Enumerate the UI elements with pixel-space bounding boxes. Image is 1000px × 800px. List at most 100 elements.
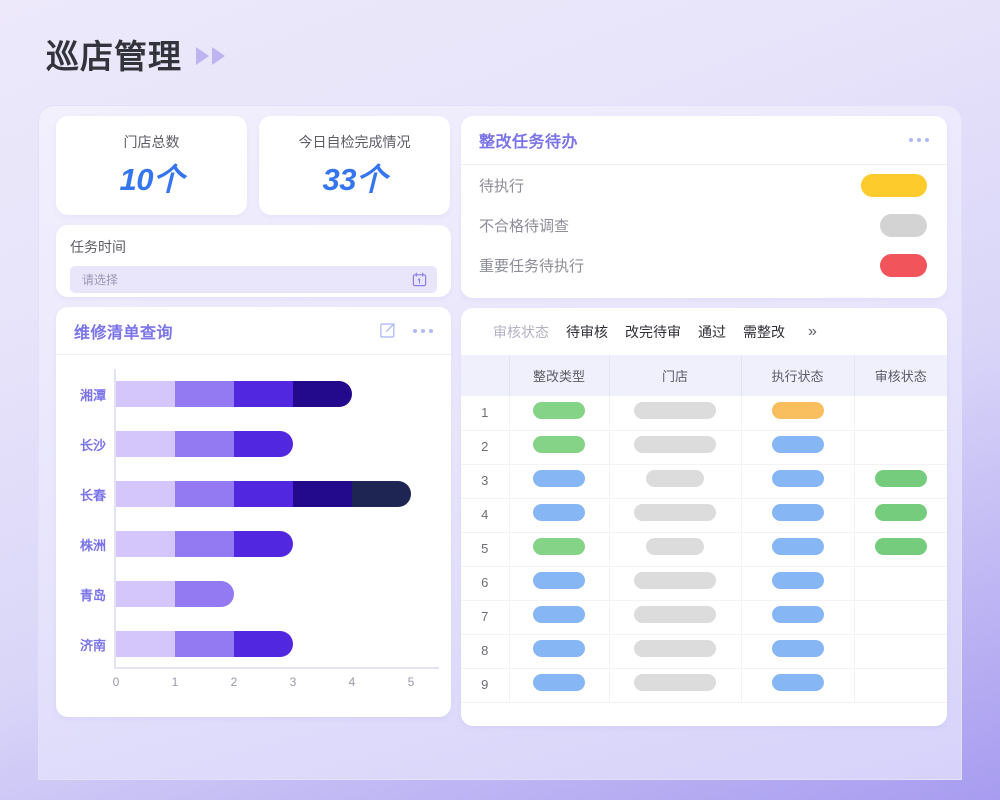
filter-tab-fixed-pending[interactable]: 改完待审	[625, 323, 681, 340]
bar-segment	[116, 631, 175, 657]
table-cell-rectify-type	[509, 668, 610, 703]
row-index-label: 8	[481, 643, 489, 658]
table-cell-exec-status	[741, 600, 855, 635]
status-badge	[646, 538, 704, 555]
filter-tab-pending-audit[interactable]: 待审核	[566, 323, 608, 340]
bar-stack	[116, 381, 352, 407]
row-index-label: 6	[481, 575, 489, 590]
bar-segment	[293, 381, 352, 407]
status-badge	[646, 470, 704, 487]
table-cell-exec-status	[741, 498, 855, 533]
task-time-datepicker[interactable]: 请选择	[70, 266, 437, 293]
table-cell-audit-status	[854, 532, 947, 567]
status-badge	[771, 674, 824, 691]
status-badge	[771, 572, 824, 589]
stat-card-store-total[interactable]: 门店总数 10个	[56, 116, 247, 215]
table-cell-audit-status	[854, 668, 947, 703]
table-row[interactable]: 1	[461, 396, 947, 431]
bar-category-label: 长春	[79, 487, 106, 503]
table-cell-rectify-type	[509, 532, 610, 567]
stat-cards: 门店总数 10个 今日自检完成情况 33个	[56, 116, 451, 215]
todo-row[interactable]: 重要任务待执行	[461, 245, 947, 285]
table-cell-index: 4	[461, 498, 510, 533]
table-cell-index: 3	[461, 464, 510, 499]
table-row[interactable]: 8	[461, 634, 947, 669]
bar-row[interactable]: 株洲	[80, 531, 293, 557]
audit-table-card: 审核状态 待审核 改完待审 通过 需整改 » 整改类型 门店 执行状态 审核状态	[461, 308, 947, 726]
x-tick-label: 2	[230, 675, 238, 689]
table-cell-rectify-type	[509, 566, 610, 601]
status-badge	[533, 572, 585, 589]
table-row[interactable]: 5	[461, 532, 947, 567]
status-badge	[634, 504, 716, 521]
y-axis-line	[114, 369, 116, 669]
table-col-audit-status: 审核状态	[854, 355, 947, 396]
todo-row-label: 待执行	[479, 177, 525, 195]
filter-more-chevron-icon[interactable]: »	[808, 322, 817, 340]
table-cell-index: 8	[461, 634, 510, 669]
bar-category-label: 济南	[79, 637, 106, 653]
chart-header-tools	[378, 321, 433, 340]
table-row[interactable]: 4	[461, 498, 947, 533]
row-index-label: 2	[481, 439, 489, 454]
bar-segment	[175, 481, 234, 507]
bar-segment	[175, 581, 234, 607]
bar-row[interactable]: 长沙	[80, 431, 293, 457]
status-badge	[771, 470, 824, 487]
stat-label: 今日自检完成情况	[298, 134, 411, 150]
table-cell-exec-status	[741, 396, 855, 431]
todo-row[interactable]: 不合格待调查	[461, 205, 947, 245]
stat-card-selfcheck-today[interactable]: 今日自检完成情况 33个	[259, 116, 450, 215]
bar-segment	[352, 481, 411, 507]
stat-value: 33个	[322, 162, 387, 197]
bar-row[interactable]: 济南	[80, 631, 293, 657]
calendar-icon[interactable]	[412, 272, 427, 287]
bar-segment	[234, 631, 293, 657]
table-row[interactable]: 7	[461, 600, 947, 635]
filter-tab-need-rectify[interactable]: 需整改	[743, 323, 785, 340]
more-dots-icon[interactable]	[909, 138, 929, 142]
bar-segment	[234, 531, 293, 557]
status-badge	[533, 504, 585, 521]
audit-table: 整改类型 门店 执行状态 审核状态 1 2 3 4 5 6 7 8 9	[461, 355, 947, 703]
table-cell-index: 5	[461, 532, 510, 567]
table-row[interactable]: 9	[461, 668, 947, 703]
bar-row[interactable]: 长春	[80, 481, 411, 507]
table-cell-audit-status	[854, 464, 947, 499]
share-export-icon[interactable]	[378, 321, 397, 340]
table-cell-store	[609, 668, 742, 703]
status-badge	[874, 504, 927, 521]
table-cell-rectify-type	[509, 600, 610, 635]
bar-row[interactable]: 青岛	[80, 581, 234, 607]
table-cell-store	[609, 600, 742, 635]
table-cell-audit-status	[854, 600, 947, 635]
more-dots-icon[interactable]	[413, 328, 433, 333]
filter-tab-passed[interactable]: 通过	[698, 323, 726, 340]
table-row[interactable]: 6	[461, 566, 947, 601]
table-cell-audit-status	[854, 634, 947, 669]
row-index-label: 5	[481, 541, 489, 556]
row-index-label: 4	[481, 507, 489, 522]
table-cell-exec-status	[741, 532, 855, 567]
right-column: 整改任务待办 待执行 不合格待调查 重要任务待执行 审核状态 待审核 改完待审 通过…	[461, 116, 947, 726]
status-badge	[634, 572, 716, 589]
table-cell-rectify-type	[509, 498, 610, 533]
status-badge	[533, 470, 585, 487]
status-badge	[533, 640, 585, 657]
table-row[interactable]: 3	[461, 464, 947, 499]
table-body: 1 2 3 4 5 6 7 8 9	[461, 396, 947, 703]
todo-status-pill	[880, 253, 927, 277]
status-badge	[634, 606, 716, 623]
table-row[interactable]: 2	[461, 430, 947, 465]
table-cell-index: 7	[461, 600, 510, 635]
row-index-label: 1	[481, 404, 489, 420]
left-column: 门店总数 10个 今日自检完成情况 33个 任务时间 请选择	[56, 116, 451, 717]
x-axis-line	[114, 667, 439, 669]
bar-row[interactable]: 湘潭	[80, 381, 352, 407]
todo-row[interactable]: 待执行	[461, 165, 947, 205]
status-badge	[771, 504, 824, 521]
status-badge	[533, 436, 585, 453]
bar-segment	[175, 531, 234, 557]
table-cell-exec-status	[741, 668, 855, 703]
status-badge	[634, 436, 716, 453]
